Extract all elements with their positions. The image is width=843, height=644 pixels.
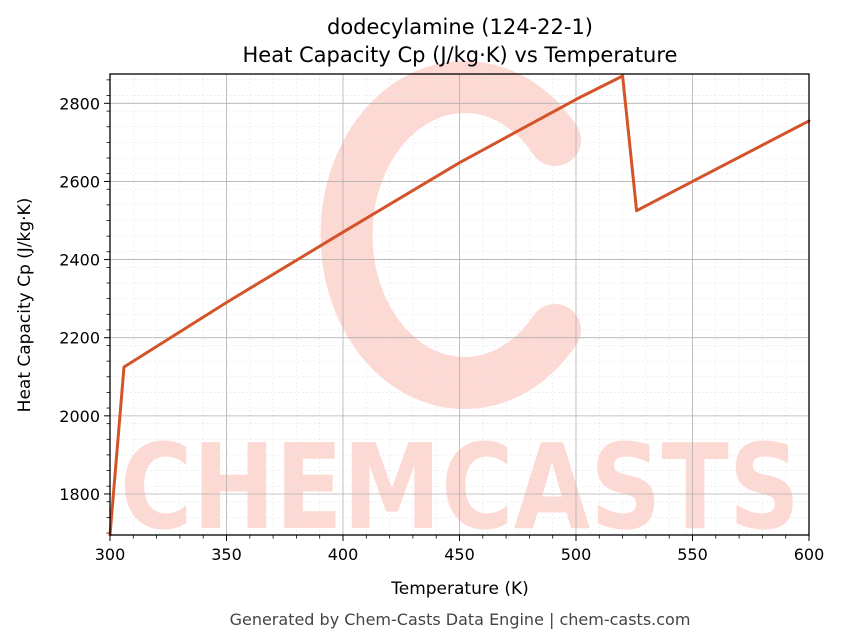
plot-frame xyxy=(109,73,810,536)
y-axis-label: Heat Capacity Cp (J/kg·K) xyxy=(15,198,35,413)
chart-subtitle: Heat Capacity Cp (J/kg·K) vs Temperature xyxy=(243,43,678,67)
y-tick-label: 1800 xyxy=(59,485,100,504)
y-tick-label: 2000 xyxy=(59,407,100,426)
watermark: CHEMCASTS xyxy=(120,61,800,556)
y-tick-label: 2600 xyxy=(59,172,100,191)
x-tick-label: 500 xyxy=(561,545,592,564)
footer-credit: Generated by Chem-Casts Data Engine | ch… xyxy=(230,610,691,629)
x-tick-label: 550 xyxy=(677,545,708,564)
x-axis-label: Temperature (K) xyxy=(390,579,529,599)
heat-capacity-line xyxy=(108,74,811,537)
x-tick-label: 350 xyxy=(211,545,242,564)
x-tick-label: 400 xyxy=(328,545,359,564)
y-tick-label: 2800 xyxy=(59,94,100,113)
x-tick-label: 450 xyxy=(444,545,475,564)
y-tick-label: 2400 xyxy=(59,251,100,270)
chart-title: dodecylamine (124-22-1) xyxy=(327,15,593,39)
watermark-logo-icon xyxy=(320,61,581,409)
series-layer xyxy=(108,74,811,537)
x-tick-label: 600 xyxy=(794,545,825,564)
y-tick-label: 2200 xyxy=(59,329,100,348)
x-tick-label: 300 xyxy=(95,545,126,564)
tick-labels: 300 350 400 450 500 550 600 1800 2000 2200 2400 260… xyxy=(59,94,824,564)
